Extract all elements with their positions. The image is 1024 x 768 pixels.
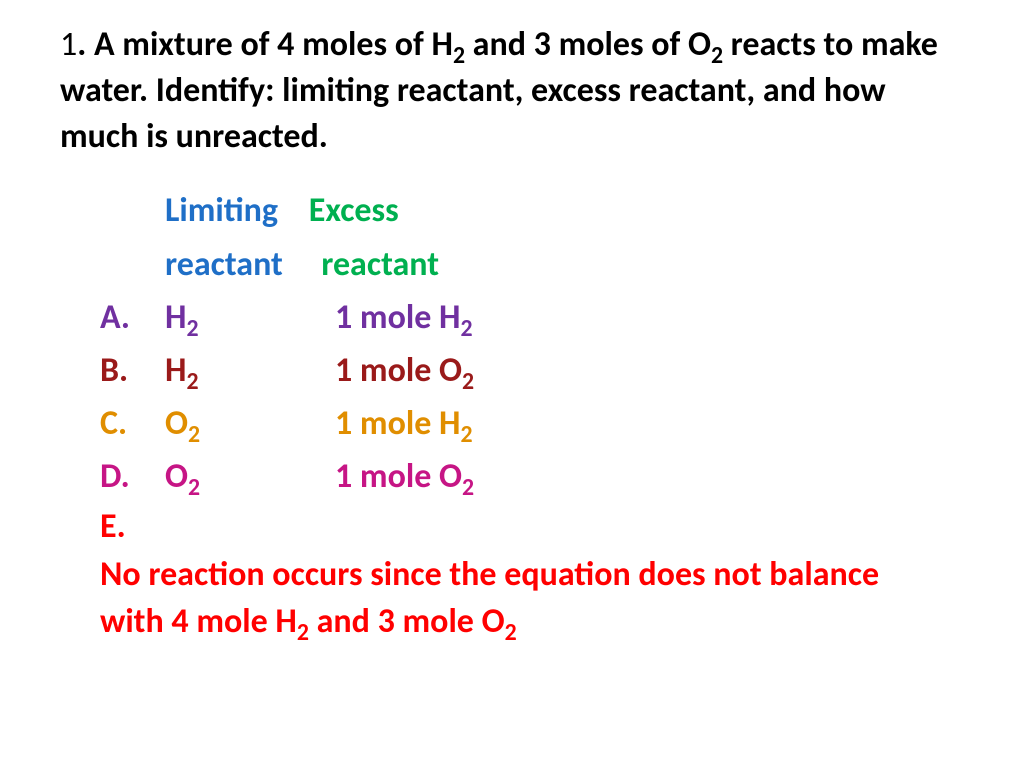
- column-headers-line2: reactant reactant: [60, 238, 964, 292]
- option-b: B.H21 mole O2: [60, 345, 964, 398]
- excess-header: Excess: [309, 190, 399, 231]
- reactant-header-2: reactant: [314, 244, 439, 285]
- option-e: E.No reaction occurs since the equation …: [60, 503, 964, 646]
- option-d: D.O21 mole O2: [60, 451, 964, 504]
- slide-content: 1. A mixture of 4 moles of H2 and 3 mole…: [0, 0, 1024, 666]
- column-headers-line1: Limiting Excess: [60, 184, 964, 238]
- question-number: 1: [60, 24, 77, 65]
- option-c: C.O21 mole H2: [60, 398, 964, 451]
- limiting-header: Limiting: [165, 190, 278, 231]
- question-text: 1. A mixture of 4 moles of H2 and 3 mole…: [60, 22, 964, 160]
- option-a: A.H21 mole H2: [60, 292, 964, 345]
- reactant-header-1: reactant: [165, 244, 283, 285]
